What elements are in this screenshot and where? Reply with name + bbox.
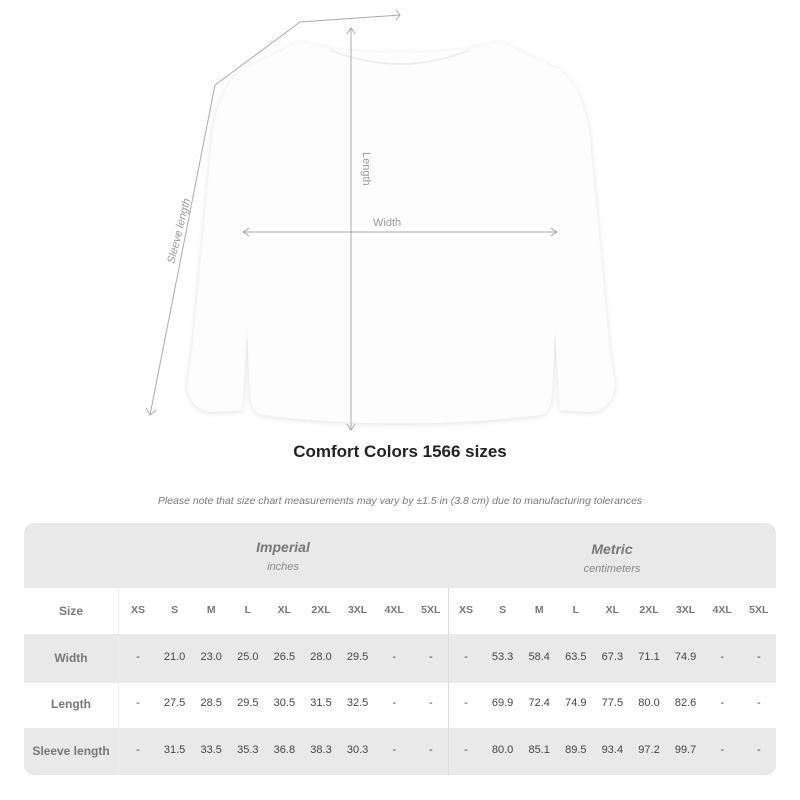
table-cell: 89.5 (565, 744, 587, 756)
table-cell: - (720, 697, 725, 709)
table-cell: 99.7 (674, 744, 697, 756)
size-column-header: M (534, 604, 544, 616)
table-cell: - (464, 697, 468, 709)
size-column-header: 4XL (712, 604, 732, 616)
table-cell: 31.5 (310, 697, 332, 709)
table-cell: 67.3 (601, 651, 624, 663)
row-label: Width (54, 651, 88, 665)
size-column-header: 5XL (749, 604, 769, 616)
size-column-header: XS (458, 604, 473, 616)
table-cell: 29.5 (237, 697, 259, 709)
divider (448, 588, 449, 775)
table-cell: 32.5 (346, 697, 369, 709)
table-cell: 26.5 (273, 651, 296, 663)
table-cell: 69.9 (491, 697, 514, 709)
sleeve-arrow (149, 14, 401, 416)
size-column-header: 4XL (384, 604, 404, 616)
table-cell: - (136, 744, 140, 756)
table-cell: 29.5 (346, 651, 369, 663)
size-column-header: 3XL (675, 604, 696, 616)
size-header: Size (58, 604, 83, 618)
table-cell: 74.9 (565, 697, 587, 709)
table-cell: 30.5 (273, 697, 296, 709)
table-cell: 77.5 (601, 697, 624, 709)
table-cell: - (428, 651, 433, 663)
row-label: Sleeve length (32, 744, 110, 758)
sweatshirt-illustration (145, 9, 615, 431)
table-cell: - (428, 744, 433, 756)
table-cell: - (756, 744, 761, 756)
width-label: Width (373, 217, 402, 229)
size-column-header: XL (277, 604, 292, 616)
table-cell: 58.4 (528, 651, 550, 663)
table-cell: 38.3 (310, 744, 332, 756)
table-cell: - (720, 651, 725, 663)
size-column-header: 3XL (347, 604, 368, 616)
table-cell: 97.2 (638, 744, 660, 756)
tolerance-note: Please note that size chart measurements… (157, 495, 643, 507)
size-column-header: S (171, 604, 179, 616)
size-column-header: XL (605, 604, 620, 616)
divider (118, 588, 119, 775)
table-cell: - (756, 651, 761, 663)
table-cell: 25.0 (237, 651, 259, 663)
table-cell: 82.6 (674, 697, 697, 709)
table-cell: 85.1 (528, 744, 550, 756)
length-label: Length (360, 152, 372, 186)
table-cell: - (464, 651, 468, 663)
table-cell: 28.5 (200, 697, 222, 709)
table-cell: 23.0 (200, 651, 222, 663)
table-cell: 30.3 (346, 744, 369, 756)
size-column-header: 2XL (311, 604, 331, 616)
table-cell: 27.5 (163, 697, 186, 709)
table-cell: - (136, 697, 140, 709)
size-column-header: 2XL (639, 604, 659, 616)
row-label: Length (51, 697, 91, 711)
sweatshirt-shape (187, 42, 615, 424)
table-cell: 63.5 (565, 651, 587, 663)
table-cell: - (464, 744, 468, 756)
table-cell: 36.8 (273, 744, 296, 756)
table-cell: - (720, 744, 725, 756)
table-cell: 93.4 (601, 744, 624, 756)
table-cell: - (428, 697, 433, 709)
table-cell: 31.5 (163, 744, 186, 756)
size-table: Imperial inches Metric centimeters Size XS S… (24, 523, 776, 775)
table-cell: 33.5 (200, 744, 222, 756)
table-cell: - (392, 697, 397, 709)
size-column-header: M (206, 604, 216, 616)
table-cell: 35.3 (237, 744, 259, 756)
table-cell: - (392, 651, 397, 663)
table-cell: 74.9 (674, 651, 697, 663)
size-column-header: XS (130, 604, 145, 616)
table-cell: 80.0 (638, 697, 660, 709)
size-column-header: L (244, 604, 251, 616)
table-cell: 72.4 (528, 697, 550, 709)
table-cell: 53.3 (491, 651, 514, 663)
table-cell: 71.1 (638, 651, 660, 663)
size-column-header: S (499, 604, 507, 616)
imperial-header: Imperial inches (256, 539, 310, 573)
table-cell: - (392, 744, 397, 756)
table-cell: 21.0 (163, 651, 186, 663)
metric-header: Metric centimeters (583, 541, 641, 575)
table-cell: - (136, 651, 140, 663)
table-cell: - (756, 697, 761, 709)
table-cell: 28.0 (310, 651, 332, 663)
size-column-header: L (572, 604, 579, 616)
page-title: Comfort Colors 1566 sizes (293, 442, 507, 461)
size-column-header: 5XL (421, 604, 441, 616)
table-cell: 80.0 (491, 744, 514, 756)
